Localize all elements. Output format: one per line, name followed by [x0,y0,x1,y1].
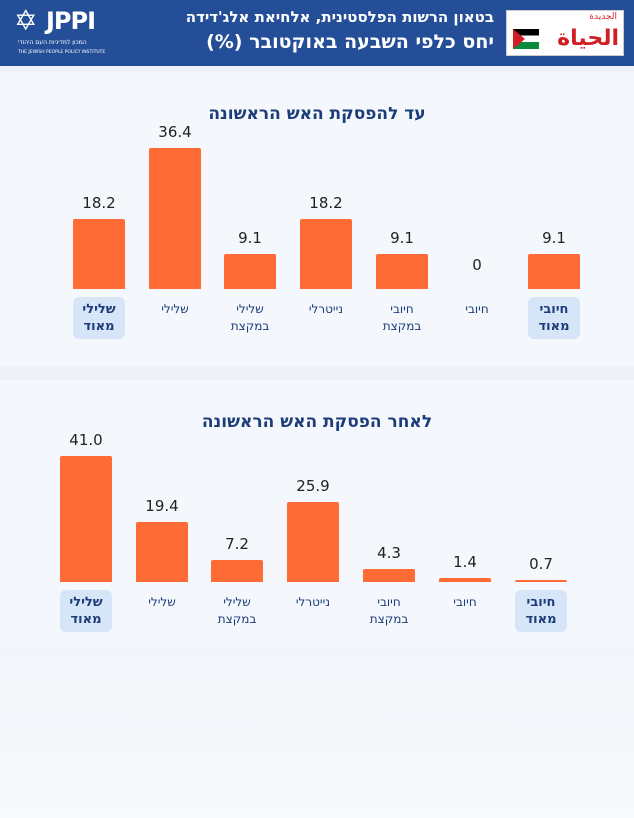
category-label: חיובי [465,302,489,316]
bar [60,456,112,582]
bar [528,253,580,289]
bar [515,579,567,582]
chart-panel-after: לאחר הפסקת האש הראשונה 41.0 שלילי מאוד 19.… [0,380,634,642]
data-label: 41.0 [69,431,103,450]
category-label: נייטרלי [295,595,331,609]
category-label: חיובי מאוד [528,297,580,339]
jppi-logo: ✡ JPPI המכון למדיניות העם היהודי THE JEW… [14,6,124,62]
data-label: 1.4 [453,552,477,571]
data-label: 7.2 [225,534,249,553]
category-label: שלילי [161,302,189,316]
bar [439,577,491,582]
palestinian-flag-icon [513,29,539,49]
data-label: 0 [472,256,482,274]
header-title-line1: בטאון הרשות הפלסטינית, אלחיאת אלג'דידה [185,8,494,26]
bar [73,218,125,289]
chart-title: עד להפסקת האש הראשונה [208,104,426,124]
bar [376,253,428,289]
data-label: 36.4 [158,123,192,142]
data-label: 25.9 [296,477,330,496]
category-label: חיובי במקצת [382,302,422,333]
bar [211,559,263,582]
category-label: חיובי [453,595,477,609]
data-label: 0.7 [529,554,553,573]
bar [224,253,276,289]
chart-title: לאחר הפסקת האש הראשונה [201,412,433,432]
newspaper-logo-text: الحياة [557,26,619,51]
bar [287,502,339,582]
category-label: שלילי במקצת [230,302,270,333]
newspaper-logo-subtext: الجديدة [589,12,617,22]
newspaper-logo: الجديدة الحياة [506,10,624,56]
header: ✡ JPPI המכון למדיניות העם היהודי THE JEW… [0,0,634,66]
category-label: שלילי מאוד [60,590,112,632]
data-label: 19.4 [145,497,179,516]
chart-panel-before: עד להפסקת האש הראשונה 18.2 שלילי מאוד 36.4… [0,72,634,366]
category-label: שלילי מאוד [73,297,125,339]
bar [300,218,352,289]
header-title: בטאון הרשות הפלסטינית, אלחיאת אלג'דידה י… [186,6,494,56]
header-title-line2: יחס כלפי השבעה באוקטובר (%) [206,31,494,53]
data-label: 9.1 [238,228,262,247]
logo-text: JPPI [46,7,96,35]
category-label: נייטרלי [308,302,344,316]
data-label: 9.1 [542,228,566,247]
bar [136,522,188,582]
logo-subtitle-hebrew: המכון למדיניות העם היהודי [18,39,87,46]
data-label: 4.3 [377,543,401,562]
bar [149,148,201,289]
category-label: חיובי במקצת [369,595,409,626]
star-of-david-icon: ✡ [14,4,38,37]
data-label: 9.1 [390,228,414,247]
category-label: חיובי מאוד [515,590,567,632]
category-label: שלילי [148,595,176,609]
data-label: 18.2 [82,193,116,212]
logo-subtitle-english: THE JEWISH PEOPLE POLICY INSTITUTE [18,50,106,55]
data-label: 18.2 [309,193,343,212]
category-label: שלילי במקצת [217,595,257,626]
bar [363,568,415,582]
